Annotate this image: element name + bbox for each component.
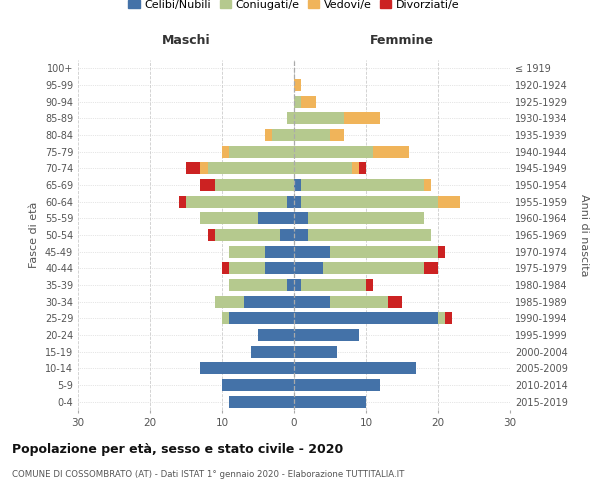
Bar	[301, 179, 424, 191]
Bar	[330, 129, 344, 141]
Bar	[294, 262, 323, 274]
Bar	[229, 262, 265, 274]
Bar	[215, 179, 294, 191]
Bar	[294, 229, 308, 241]
Bar	[301, 279, 366, 291]
Bar	[294, 162, 352, 174]
Bar	[229, 279, 287, 291]
Bar	[330, 246, 438, 258]
Bar	[265, 246, 294, 258]
Bar	[352, 162, 359, 174]
Bar	[186, 196, 287, 207]
Bar	[294, 296, 330, 308]
Bar	[294, 312, 438, 324]
Bar	[244, 296, 294, 308]
Bar	[186, 162, 200, 174]
Bar	[280, 229, 294, 241]
Bar	[388, 296, 402, 308]
Y-axis label: Anni di nascita: Anni di nascita	[579, 194, 589, 276]
Bar	[294, 146, 373, 158]
Bar	[438, 196, 460, 207]
Bar	[200, 162, 208, 174]
Text: COMUNE DI COSSOMBRATO (AT) - Dati ISTAT 1° gennaio 2020 - Elaborazione TUTTITALI: COMUNE DI COSSOMBRATO (AT) - Dati ISTAT …	[12, 470, 404, 479]
Bar	[200, 362, 294, 374]
Bar	[265, 129, 272, 141]
Bar	[258, 329, 294, 341]
Bar	[330, 296, 388, 308]
Bar	[323, 262, 424, 274]
Bar	[258, 212, 294, 224]
Bar	[294, 279, 301, 291]
Bar	[287, 196, 294, 207]
Bar	[359, 162, 366, 174]
Bar	[344, 112, 380, 124]
Bar	[294, 112, 344, 124]
Bar	[222, 312, 229, 324]
Bar	[229, 312, 294, 324]
Bar	[294, 362, 416, 374]
Bar	[301, 96, 316, 108]
Bar	[308, 212, 424, 224]
Bar	[294, 212, 308, 224]
Bar	[294, 129, 330, 141]
Bar	[272, 129, 294, 141]
Bar	[229, 396, 294, 407]
Bar	[294, 329, 359, 341]
Bar	[200, 212, 258, 224]
Bar	[294, 379, 380, 391]
Bar	[438, 246, 445, 258]
Bar	[287, 112, 294, 124]
Bar	[222, 379, 294, 391]
Text: Maschi: Maschi	[161, 34, 211, 46]
Bar	[366, 279, 373, 291]
Bar	[251, 346, 294, 358]
Bar	[373, 146, 409, 158]
Text: Popolazione per età, sesso e stato civile - 2020: Popolazione per età, sesso e stato civil…	[12, 442, 343, 456]
Bar	[424, 179, 431, 191]
Bar	[200, 179, 215, 191]
Bar	[208, 162, 294, 174]
Bar	[294, 96, 301, 108]
Bar	[294, 346, 337, 358]
Bar	[301, 196, 438, 207]
Bar	[215, 296, 244, 308]
Bar	[294, 79, 301, 91]
Text: Femmine: Femmine	[370, 34, 434, 46]
Bar	[424, 262, 438, 274]
Bar	[265, 262, 294, 274]
Bar	[445, 312, 452, 324]
Bar	[287, 279, 294, 291]
Y-axis label: Fasce di età: Fasce di età	[29, 202, 39, 268]
Bar	[208, 229, 215, 241]
Bar	[229, 246, 265, 258]
Legend: Celibi/Nubili, Coniugati/e, Vedovi/e, Divorziati/e: Celibi/Nubili, Coniugati/e, Vedovi/e, Di…	[124, 0, 464, 14]
Bar	[179, 196, 186, 207]
Bar	[294, 179, 301, 191]
Bar	[294, 246, 330, 258]
Bar	[229, 146, 294, 158]
Bar	[222, 262, 229, 274]
Bar	[294, 396, 366, 407]
Bar	[294, 196, 301, 207]
Bar	[438, 312, 445, 324]
Bar	[308, 229, 431, 241]
Bar	[222, 146, 229, 158]
Bar	[215, 229, 280, 241]
